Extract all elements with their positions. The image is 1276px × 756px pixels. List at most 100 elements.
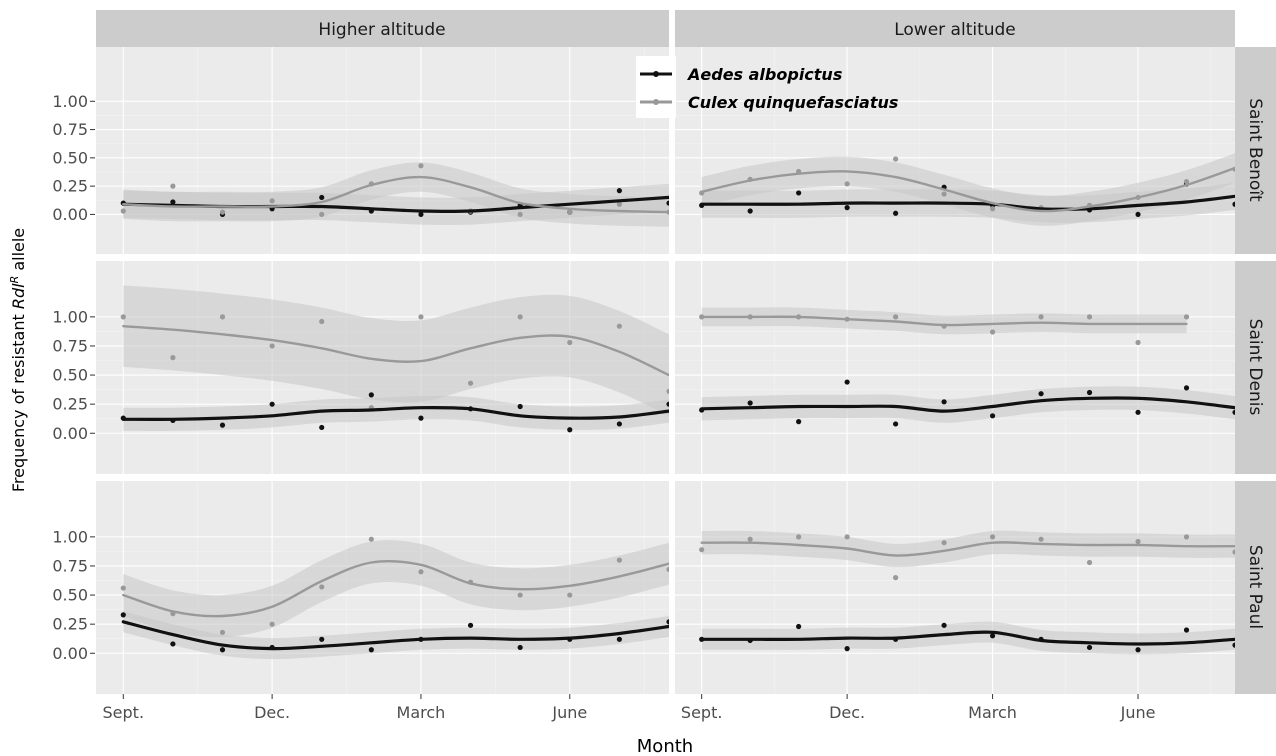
panel-saint-benoit-lower-altitude-aedes-albopictus-point — [747, 208, 753, 214]
panel-saint-denis-lower-altitude-aedes-albopictus-point — [1232, 409, 1235, 415]
panel-saint-benoit-higher-altitude — [96, 47, 669, 254]
panel-saint-paul-higher-altitude-aedes-albopictus-point — [120, 612, 126, 618]
panel-saint-denis-lower-altitude-aedes-albopictus-point — [796, 419, 802, 425]
panel-saint-paul-higher-altitude — [96, 481, 669, 694]
panel-saint-benoit-lower-altitude — [675, 47, 1235, 254]
panel-saint-paul-higher-altitude-aedes-albopictus-point — [517, 644, 523, 651]
column-strip-higher: Higher altitude — [96, 10, 669, 47]
x-tick-label: June — [551, 703, 587, 722]
panel-saint-paul-higher-altitude-aedes-albopictus-point — [170, 641, 176, 647]
panel-saint-denis-higher-altitude-plot — [120, 285, 669, 433]
panel-saint-denis-lower-altitude-aedes-albopictus-point — [989, 413, 996, 419]
panel-saint-paul-lower-altitude-aedes-albopictus-point — [989, 633, 996, 639]
y-tick-label: 1.00 — [52, 527, 88, 546]
panel-saint-denis-lower-altitude-aedes-albopictus-point — [1183, 385, 1190, 391]
panel-saint-paul-higher-altitude-culex-quinquefasciatus-confidence-band — [123, 540, 669, 638]
panel-saint-paul-lower-altitude-aedes-albopictus-point — [941, 622, 947, 628]
y-tick-label: 0.00 — [52, 424, 88, 443]
panel-saint-denis-higher-altitude-culex-quinquefasciatus-smooth-line — [122, 325, 669, 377]
panels-group — [96, 47, 1235, 694]
panel-saint-paul-lower-altitude-culex-quinquefasciatus-point — [941, 540, 947, 546]
panel-saint-benoit-higher-altitude-culex-quinquefasciatus-confidence-band — [123, 162, 669, 227]
panel-saint-denis-higher-altitude-aedes-albopictus-point — [666, 401, 669, 407]
y-tick-label: 0.50 — [52, 586, 88, 605]
panel-saint-denis-higher-altitude-culex-quinquefasciatus-point — [269, 343, 275, 349]
panel-saint-denis-higher-altitude-aedes-albopictus-point — [368, 392, 374, 398]
panel-saint-benoit-lower-altitude-culex-quinquefasciatus-point — [893, 156, 899, 162]
panel-saint-benoit-higher-altitude-culex-quinquefasciatus-point — [319, 211, 325, 218]
panel-saint-denis-lower-altitude-culex-quinquefasciatus-smooth-line — [700, 315, 1188, 327]
legend-key-culex-point — [653, 99, 659, 105]
panel-saint-paul-lower-altitude-culex-quinquefasciatus-smooth-line — [700, 541, 1235, 557]
panel-saint-paul-higher-altitude-culex-quinquefasciatus-point — [219, 629, 226, 635]
x-tick-label: Sept. — [103, 703, 145, 722]
panel-saint-denis-higher-altitude-aedes-albopictus-point — [319, 424, 325, 431]
panel-saint-denis-lower-altitude-culex-quinquefasciatus-point — [1135, 339, 1141, 346]
panel-saint-paul-lower-altitude-aedes-albopictus-point — [844, 646, 850, 652]
panel-saint-denis-higher-altitude-culex-quinquefasciatus-point — [616, 323, 622, 329]
panel-saint-paul-lower-altitude-aedes-albopictus-point — [1232, 642, 1235, 648]
panel-saint-paul-higher-altitude-culex-quinquefasciatus-point — [319, 584, 325, 590]
panel-saint-paul-higher-altitude-plot — [120, 536, 669, 660]
panel-saint-benoit-higher-altitude-aedes-albopictus-point — [319, 194, 325, 201]
panel-saint-denis-lower-altitude-culex-quinquefasciatus-confidence-band — [701, 307, 1187, 335]
legend-label-culex: Culex quinquefasciatus — [688, 93, 898, 112]
panel-saint-benoit-lower-altitude-aedes-albopictus-smooth-line — [700, 194, 1235, 211]
y-tick-label: 0.25 — [52, 177, 88, 196]
panel-saint-paul-higher-altitude-aedes-albopictus-point — [666, 619, 669, 625]
y-tick-label: 0.50 — [52, 366, 88, 385]
panel-saint-denis-lower-altitude-aedes-albopictus-point — [844, 379, 850, 385]
legend-key-background — [636, 56, 676, 118]
panel-saint-paul-lower-altitude-culex-quinquefasciatus-point — [844, 534, 850, 540]
row-strip-label-saint-benoit: Saint Benoît — [1245, 98, 1265, 202]
panel-saint-paul-lower-altitude-aedes-albopictus-point — [1086, 644, 1093, 651]
panel-saint-denis-lower-altitude-aedes-albopictus-point — [747, 400, 753, 406]
panel-saint-denis-lower-altitude-background — [675, 261, 1235, 474]
y-axis-title-suffix: allele — [9, 228, 28, 276]
panel-saint-benoit-higher-altitude-culex-quinquefasciatus-point — [269, 198, 275, 204]
panel-saint-benoit-higher-altitude-aedes-albopictus-point — [170, 199, 176, 205]
panel-saint-benoit-higher-altitude-culex-quinquefasciatus-point — [567, 209, 573, 215]
x-tick-label: March — [968, 703, 1017, 722]
panel-saint-denis-lower-altitude-aedes-albopictus-point — [1038, 391, 1044, 397]
panel-saint-denis-higher-altitude-culex-quinquefasciatus-point — [467, 380, 474, 386]
panel-saint-paul-higher-altitude-culex-quinquefasciatus-point — [418, 569, 424, 575]
panel-saint-denis-lower-altitude-aedes-albopictus-point — [1135, 409, 1141, 415]
row-strip-saint-denis: Saint Denis — [1235, 261, 1276, 474]
panel-saint-benoit-lower-altitude-culex-quinquefasciatus-point — [1183, 179, 1190, 185]
column-strip-label-higher: Higher altitude — [318, 20, 445, 40]
panel-saint-denis-lower-altitude-culex-quinquefasciatus-point — [893, 314, 899, 320]
panel-saint-denis-higher-altitude-aedes-albopictus-point — [616, 421, 622, 427]
panel-saint-denis-higher-altitude-culex-quinquefasciatus-point — [418, 314, 424, 320]
x-axis-title: Month — [637, 736, 693, 756]
legend: Aedes albopictus Culex quinquefasciatus — [636, 56, 898, 118]
panel-saint-paul-higher-altitude-aedes-albopictus-point — [616, 636, 622, 642]
panel-saint-denis-lower-altitude-culex-quinquefasciatus-point — [1038, 314, 1044, 320]
panel-saint-benoit-lower-altitude-aedes-albopictus-point — [844, 205, 850, 211]
panel-saint-paul-higher-altitude-aedes-albopictus-point — [467, 622, 474, 628]
panel-saint-paul-higher-altitude-aedes-albopictus-point — [219, 647, 226, 653]
panel-saint-paul-higher-altitude-aedes-albopictus-point — [319, 636, 325, 642]
panel-saint-paul-lower-altitude-culex-quinquefasciatus-point — [989, 534, 996, 540]
panel-saint-benoit-higher-altitude-culex-quinquefasciatus-point — [517, 211, 523, 218]
column-strip-label-lower: Lower altitude — [894, 20, 1016, 40]
panel-saint-denis-higher-altitude-culex-quinquefasciatus-point — [170, 355, 176, 361]
x-tick-label: March — [397, 703, 446, 722]
panel-saint-benoit-higher-altitude-aedes-albopictus-point — [616, 188, 622, 194]
panel-saint-benoit-higher-altitude-culex-quinquefasciatus-point — [219, 209, 226, 215]
y-tick-label: 0.25 — [52, 395, 88, 414]
panel-saint-denis-higher-altitude-aedes-albopictus-point — [517, 403, 523, 410]
panel-saint-paul-higher-altitude-aedes-albopictus-point — [368, 647, 374, 653]
panel-saint-paul-higher-altitude-culex-quinquefasciatus-point — [567, 592, 573, 598]
panel-saint-denis-higher-altitude-culex-quinquefasciatus-point — [120, 314, 126, 320]
panel-saint-paul-lower-altitude-culex-quinquefasciatus-confidence-band — [701, 530, 1235, 568]
panel-saint-paul-higher-altitude-culex-quinquefasciatus-point — [269, 621, 275, 627]
panel-saint-denis-lower-altitude-aedes-albopictus-confidence-band — [701, 386, 1235, 423]
x-tick-label: Dec. — [829, 703, 865, 722]
panel-saint-benoit-higher-altitude-culex-quinquefasciatus-point — [616, 201, 622, 207]
row-strip-saint-benoit: Saint Benoît — [1235, 47, 1276, 254]
panel-saint-benoit-higher-altitude-culex-quinquefasciatus-smooth-line — [122, 175, 669, 214]
panel-saint-benoit-higher-altitude-culex-quinquefasciatus-point — [170, 183, 176, 189]
x-tick-label: June — [1120, 703, 1156, 722]
row-strip-label-saint-paul: Saint Paul — [1245, 545, 1265, 629]
